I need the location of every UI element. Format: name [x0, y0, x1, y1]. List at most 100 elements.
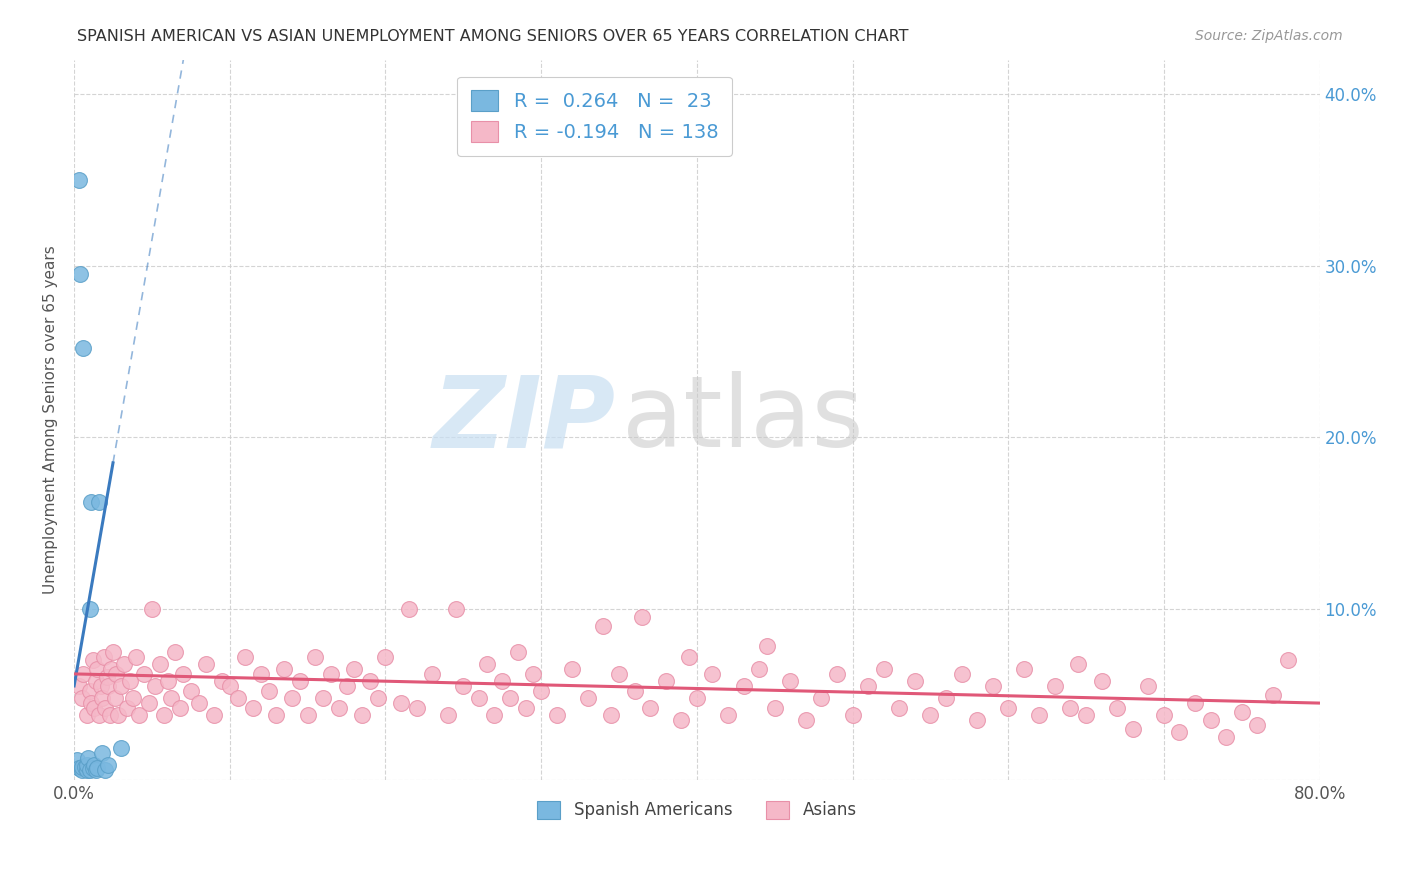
- Point: [288, 673, 311, 688]
- Point: [794, 713, 817, 727]
- Point: [77, 751, 100, 765]
- Point: [67, 172, 90, 186]
- Point: [1122, 722, 1144, 736]
- Point: [1074, 708, 1097, 723]
- Point: [1028, 708, 1050, 723]
- Point: [468, 690, 491, 705]
- Point: [1184, 696, 1206, 710]
- Point: [138, 696, 160, 710]
- Y-axis label: Unemployment Among Seniors over 65 years: Unemployment Among Seniors over 65 years: [44, 245, 58, 594]
- Point: [70, 690, 93, 705]
- Point: [76, 763, 98, 777]
- Point: [889, 701, 911, 715]
- Point: [453, 679, 475, 693]
- Point: [76, 757, 98, 772]
- Point: [98, 708, 121, 723]
- Point: [359, 673, 381, 688]
- Point: [755, 640, 778, 654]
- Point: [70, 763, 93, 777]
- Point: [281, 690, 304, 705]
- Point: [904, 673, 927, 688]
- Point: [80, 696, 103, 710]
- Point: [1215, 731, 1237, 745]
- Text: SPANISH AMERICAN VS ASIAN UNEMPLOYMENT AMONG SENIORS OVER 65 YEARS CORRELATION C: SPANISH AMERICAN VS ASIAN UNEMPLOYMENT A…: [77, 29, 908, 44]
- Point: [79, 763, 101, 777]
- Point: [94, 763, 117, 777]
- Point: [120, 673, 142, 688]
- Point: [103, 690, 125, 705]
- Point: [67, 761, 90, 775]
- Point: [105, 667, 128, 681]
- Point: [763, 701, 786, 715]
- Point: [530, 684, 553, 698]
- Point: [1230, 705, 1253, 719]
- Point: [671, 713, 693, 727]
- Point: [352, 708, 374, 723]
- Point: [1107, 701, 1129, 715]
- Point: [997, 701, 1019, 715]
- Point: [250, 667, 273, 681]
- Point: [779, 673, 801, 688]
- Point: [128, 708, 150, 723]
- Point: [195, 657, 218, 671]
- Point: [1168, 725, 1191, 739]
- Point: [733, 679, 755, 693]
- Point: [83, 757, 105, 772]
- Point: [165, 644, 187, 658]
- Point: [546, 708, 568, 723]
- Point: [374, 649, 396, 664]
- Point: [172, 667, 194, 681]
- Point: [86, 662, 108, 676]
- Point: [66, 753, 89, 767]
- Point: [950, 667, 973, 681]
- Point: [1261, 688, 1284, 702]
- Point: [1199, 713, 1222, 727]
- Point: [389, 696, 412, 710]
- Point: [87, 708, 110, 723]
- Point: [273, 662, 295, 676]
- Point: [1091, 673, 1114, 688]
- Point: [91, 690, 114, 705]
- Point: [686, 690, 709, 705]
- Point: [515, 701, 537, 715]
- Point: [187, 696, 209, 710]
- Point: [981, 679, 1004, 693]
- Point: [156, 673, 179, 688]
- Point: [96, 670, 118, 684]
- Point: [143, 679, 166, 693]
- Point: [484, 708, 506, 723]
- Point: [134, 667, 156, 681]
- Text: atlas: atlas: [621, 371, 863, 468]
- Point: [522, 667, 544, 681]
- Point: [654, 673, 676, 688]
- Point: [67, 679, 90, 693]
- Point: [491, 673, 513, 688]
- Point: [80, 495, 103, 509]
- Point: [153, 708, 176, 723]
- Point: [1153, 708, 1175, 723]
- Point: [100, 662, 122, 676]
- Point: [935, 690, 957, 705]
- Point: [297, 708, 319, 723]
- Point: [169, 701, 191, 715]
- Point: [702, 667, 724, 681]
- Point: [312, 690, 335, 705]
- Point: [76, 708, 98, 723]
- Point: [600, 708, 623, 723]
- Point: [149, 657, 172, 671]
- Point: [87, 495, 110, 509]
- Point: [499, 690, 522, 705]
- Point: [592, 619, 614, 633]
- Point: [218, 679, 240, 693]
- Point: [94, 701, 117, 715]
- Point: [841, 708, 863, 723]
- Point: [576, 690, 599, 705]
- Point: [101, 644, 124, 658]
- Point: [638, 701, 661, 715]
- Point: [73, 759, 96, 773]
- Point: [97, 757, 120, 772]
- Point: [717, 708, 740, 723]
- Point: [91, 746, 114, 760]
- Point: [1277, 653, 1299, 667]
- Point: [180, 684, 202, 698]
